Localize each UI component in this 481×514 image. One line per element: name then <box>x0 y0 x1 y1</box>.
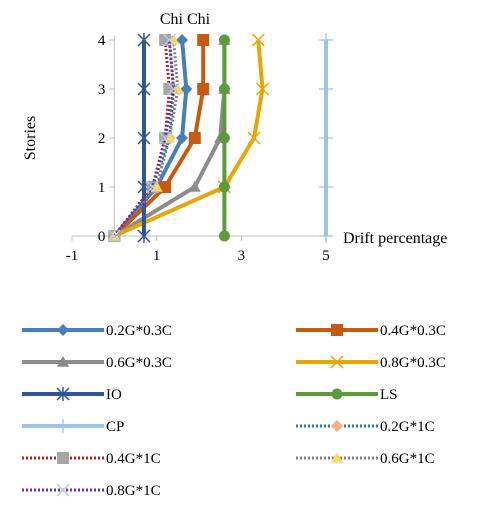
data-point <box>188 132 201 144</box>
data-point <box>159 181 172 193</box>
y-tick-label: 0 <box>98 229 106 245</box>
series-0-2g-0-3c <box>108 34 193 242</box>
legend-label: 0.2G*1C <box>380 419 435 435</box>
data-point <box>158 131 172 145</box>
data-point <box>145 180 159 194</box>
legend-marker <box>56 483 70 497</box>
data-point <box>255 82 270 96</box>
y-tick-label: 3 <box>98 82 106 98</box>
legend-label: 0.8G*0.3C <box>380 355 446 371</box>
legend-item: 0.6G*1C <box>296 451 435 467</box>
x-tick-label: 5 <box>322 248 330 264</box>
x-tick-label: -1 <box>66 248 79 264</box>
legend-item: 0.8G*0.3C <box>296 355 446 371</box>
legend-item: 0.8G*1C <box>22 483 161 499</box>
legend-item: 0.4G*0.3C <box>296 323 446 339</box>
y-tick-label: 1 <box>98 180 106 196</box>
legend-marker <box>331 452 343 463</box>
y-tick-label: 2 <box>98 131 106 147</box>
series-ls <box>218 34 230 242</box>
legend-marker <box>57 452 69 464</box>
legend-marker <box>331 324 343 336</box>
legend-marker <box>330 355 344 369</box>
legend-item: 0.2G*1C <box>296 419 435 435</box>
x-axis-title: Drift percentage <box>343 230 447 247</box>
series-0-8g-1c <box>107 33 181 243</box>
legend-label: CP <box>106 419 124 435</box>
data-point <box>319 131 333 145</box>
data-point <box>176 132 189 144</box>
legend-item: LS <box>296 387 398 403</box>
x-tick-label: 1 <box>153 248 161 264</box>
legend-label: LS <box>380 387 398 403</box>
y-axis-title: Stories <box>22 116 39 160</box>
data-point <box>218 230 230 242</box>
data-point <box>218 132 230 144</box>
legend-marker <box>331 388 343 400</box>
data-point <box>247 131 261 145</box>
legend-item: IO <box>22 387 122 403</box>
data-point <box>180 83 193 95</box>
legend-item: 0.4G*1C <box>22 451 161 467</box>
legend-marker <box>56 419 70 433</box>
data-point <box>137 82 151 96</box>
data-point <box>319 82 333 96</box>
data-point <box>137 131 151 145</box>
series-cp <box>319 33 333 243</box>
legend-label: 0.2G*0.3C <box>106 323 172 339</box>
legend-label: 0.6G*0.3C <box>106 355 172 371</box>
legend-item: CP <box>22 419 124 435</box>
data-point <box>251 33 265 47</box>
data-point <box>218 181 230 193</box>
data-point <box>188 181 201 192</box>
data-point <box>319 180 333 194</box>
data-point <box>218 34 230 46</box>
chart-title: Chi Chi <box>160 11 211 28</box>
data-point <box>197 83 210 95</box>
legend-marker <box>56 387 70 401</box>
legend-label: 0.4G*0.3C <box>380 323 446 339</box>
y-tick-label: 4 <box>98 33 106 49</box>
legend-label: 0.4G*1C <box>106 451 161 467</box>
legend-marker <box>331 420 343 432</box>
legend-label: 0.8G*1C <box>106 483 161 499</box>
data-point <box>319 229 333 243</box>
legend-label: 0.6G*1C <box>380 451 435 467</box>
legend-item: 0.6G*0.3C <box>22 355 172 371</box>
legend-item: 0.2G*0.3C <box>22 323 172 339</box>
data-point <box>218 83 230 95</box>
x-tick-label: 3 <box>238 248 246 264</box>
legend-label: IO <box>106 387 122 403</box>
legend-marker <box>57 324 69 336</box>
data-point <box>137 33 151 47</box>
series-0-8g-0-3c <box>107 33 270 243</box>
data-point <box>137 229 151 243</box>
data-point <box>176 34 189 46</box>
data-point <box>319 33 333 47</box>
data-point <box>162 33 176 47</box>
legend-marker <box>57 356 69 367</box>
data-point <box>107 229 121 243</box>
data-point <box>197 34 210 46</box>
series-line <box>113 39 180 237</box>
data-point <box>167 82 181 96</box>
